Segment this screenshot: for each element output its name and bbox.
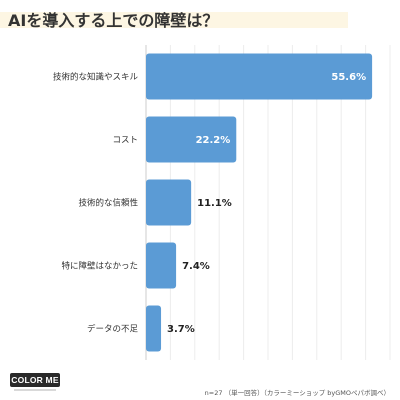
bar (146, 116, 237, 163)
bar (146, 53, 373, 100)
bar (146, 305, 162, 352)
value-label: 7.4% (182, 261, 210, 272)
category-label: データの不足 (87, 324, 139, 335)
value-label: 55.6% (331, 72, 366, 83)
category-label: 技術的な知識やスキル (53, 72, 139, 83)
category-label: 特に障壁はなかった (61, 261, 138, 272)
value-label: 11.1% (197, 198, 232, 209)
chart-title: AIを導入する上での障壁は？ (8, 11, 219, 30)
value-label: 22.2% (196, 135, 231, 146)
bar (146, 179, 192, 226)
bar (146, 242, 177, 289)
source-note: n=27 （単一回答）（カラーミーショップ byGMOペパボ調べ） (204, 389, 390, 397)
title-highlight-band (0, 12, 348, 28)
category-label: コスト (112, 136, 138, 146)
value-label: 3.7% (167, 324, 195, 335)
color-me-logo: COLOR ME (10, 373, 60, 387)
logo-underline (14, 389, 56, 391)
category-label: 技術的な信頼性 (78, 198, 138, 209)
